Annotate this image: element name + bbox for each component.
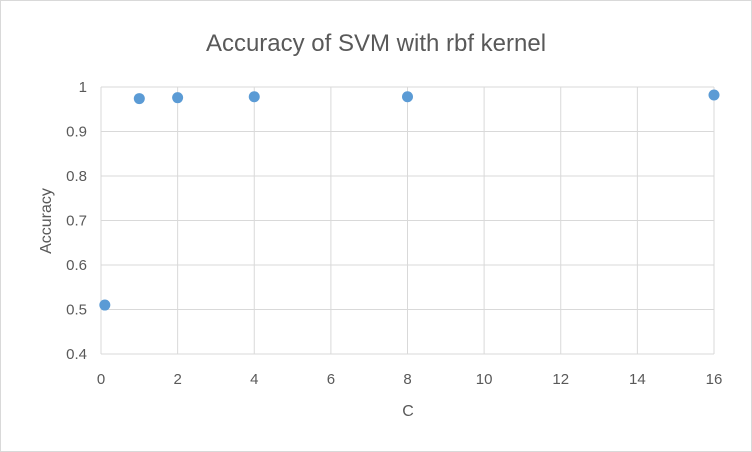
x-tick-label: 6 <box>327 371 335 388</box>
y-tick-label: 0.7 <box>66 213 87 230</box>
x-tick-label: 10 <box>476 371 493 388</box>
data-point <box>133 93 145 105</box>
grid-lines <box>100 86 715 355</box>
y-tick-label: 0.4 <box>66 346 87 363</box>
chart-title: Accuracy of SVM with rbf kernel <box>206 30 546 57</box>
x-tick-label: 16 <box>706 371 723 388</box>
x-tick-label: 8 <box>403 371 411 388</box>
data-point <box>172 92 184 104</box>
tick-labels: 0.40.50.60.70.80.910 2 4 6 8 10 12 14 16 <box>66 79 722 388</box>
y-axis-label: Accuracy <box>38 188 55 254</box>
x-tick-label: 12 <box>552 371 569 388</box>
y-tick-label: 0.5 <box>66 302 87 319</box>
y-tick-label: 0.6 <box>66 257 87 274</box>
x-tick-label: 4 <box>250 371 258 388</box>
data-point <box>248 91 260 103</box>
y-tick-label: 1 <box>79 79 87 96</box>
x-tick-label: 14 <box>629 371 646 388</box>
data-points <box>99 89 720 311</box>
data-point <box>99 299 111 311</box>
data-point <box>402 91 413 103</box>
y-tick-label: 0.9 <box>66 124 87 141</box>
x-tick-label: 2 <box>173 371 181 388</box>
x-tick-label: 0 <box>97 371 105 388</box>
x-axis-label: C <box>402 403 414 420</box>
y-tick-label: 0.8 <box>66 168 87 185</box>
data-point <box>708 89 720 101</box>
